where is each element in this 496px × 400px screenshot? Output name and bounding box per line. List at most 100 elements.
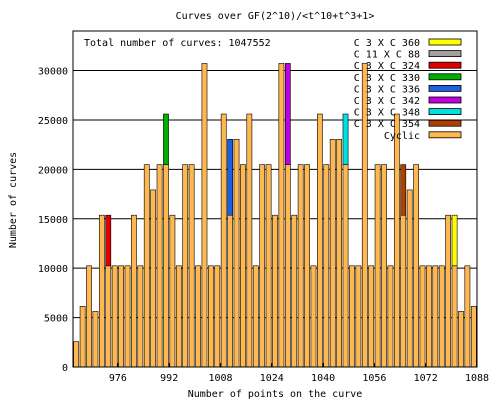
bar-997-cyclic — [182, 164, 189, 368]
bar-1019-cyclic — [252, 265, 259, 368]
bar-1059-cyclic — [381, 164, 387, 368]
bar-1075-cyclic — [432, 265, 439, 368]
bar-1061-cyclic — [387, 265, 394, 368]
bar-1037-cyclic — [310, 265, 317, 368]
legend-label: C 3 X C 354 — [354, 119, 420, 130]
bar-983-cyclic — [137, 265, 144, 368]
bar-1045-cyclic — [336, 139, 342, 368]
x-tick-label: 1008 — [208, 373, 232, 384]
bar-1051-cyclic — [355, 265, 362, 368]
bar-1005-cyclic — [208, 265, 214, 368]
bar-1021-cyclic — [259, 164, 266, 368]
y-tick-label: 20000 — [38, 165, 68, 176]
x-tick-label: 992 — [160, 373, 178, 384]
y-tick-label: 5000 — [44, 314, 68, 325]
bar-977-cyclic — [118, 265, 124, 368]
bar-1031-cyclic — [291, 214, 298, 368]
legend-swatch — [428, 73, 462, 81]
bar-1003-cyclic — [201, 63, 208, 368]
bar-1065-cyclic — [400, 214, 407, 368]
y-tick-label: 25000 — [38, 116, 68, 127]
bar-1081-cyclic — [451, 265, 458, 368]
bar-1001-cyclic — [195, 265, 201, 368]
bar-979-cyclic — [124, 265, 131, 368]
y-axis-label: Number of curves — [8, 152, 19, 248]
y-tick-label: 10000 — [38, 264, 68, 275]
plot-frame — [72, 30, 478, 368]
bar-1057-cyclic — [374, 164, 381, 368]
bar-1029-cyclic — [284, 164, 291, 368]
x-axis-label: Number of points on the curve — [188, 389, 363, 400]
x-tick-label: 1024 — [260, 373, 284, 384]
x-tick-label: 976 — [109, 373, 127, 384]
bar-971-cyclic — [98, 214, 105, 368]
x-tick-label: 1072 — [414, 373, 438, 384]
legend-swatch — [428, 50, 462, 57]
legend-swatch — [428, 108, 462, 115]
bar-1071-cyclic — [419, 265, 426, 368]
bar-1049-cyclic — [349, 265, 355, 368]
bar-1067-cyclic — [406, 189, 413, 368]
bar-1047-cyclic — [342, 164, 349, 368]
legend-swatch — [428, 38, 462, 46]
bar-1029-c-3-x-c-342 — [284, 63, 291, 165]
bar-963-cyclic — [73, 341, 80, 368]
bar-1073-cyclic — [426, 265, 432, 368]
total-curves-annotation: Total number of curves: 1047552 — [84, 38, 271, 49]
x-tick-label: 1088 — [465, 373, 489, 384]
bar-1087-cyclic — [470, 306, 477, 368]
bar-995-cyclic — [175, 265, 182, 368]
bar-1027-cyclic — [278, 63, 285, 368]
bar-969-cyclic — [92, 311, 99, 368]
y-tick-label: 15000 — [38, 215, 68, 226]
chart-title: Curves over GF(2^10)/<t^10+t^3+1> — [176, 11, 375, 22]
bar-1083-cyclic — [458, 311, 464, 368]
bar-1069-cyclic — [413, 164, 419, 368]
bar-999-cyclic — [188, 164, 195, 368]
bar-973-cyclic — [105, 265, 112, 368]
bar-973-c-3-x-c-324 — [105, 214, 112, 267]
legend-swatch — [428, 61, 462, 69]
bar-1047-c-3-x-c-348 — [342, 113, 349, 165]
legend-label: C 3 X C 348 — [354, 108, 420, 119]
bar-1011-cyclic — [227, 214, 233, 368]
bar-1023-cyclic — [265, 164, 272, 368]
bar-967-cyclic — [86, 265, 92, 368]
bar-1085-cyclic — [464, 265, 471, 368]
y-tick-label: 30000 — [38, 67, 68, 78]
bar-1043-cyclic — [329, 139, 336, 368]
bar-1025-cyclic — [272, 214, 278, 368]
bar-1035-cyclic — [304, 164, 310, 368]
bar-1079-cyclic — [445, 214, 452, 368]
bar-993-cyclic — [169, 214, 176, 368]
legend-swatch — [428, 119, 462, 127]
bar-1081-c-3-x-c-360 — [451, 214, 458, 267]
legend-label: C 11 X C 88 — [354, 50, 420, 61]
bar-1063-cyclic — [393, 113, 400, 368]
bar-989-cyclic — [156, 164, 163, 368]
x-tick-label: 1040 — [311, 373, 335, 384]
legend-swatch — [428, 85, 462, 92]
bar-1015-cyclic — [240, 164, 246, 368]
bar-1017-cyclic — [246, 113, 253, 368]
bar-1041-cyclic — [323, 164, 330, 368]
bar-1039-cyclic — [317, 113, 323, 368]
legend-swatch — [428, 131, 462, 139]
legend-label: C 3 X C 324 — [354, 61, 420, 72]
legend-label: C 3 X C 330 — [354, 73, 420, 84]
y-tick-label: 0 — [62, 363, 68, 374]
legend-swatch — [428, 96, 462, 104]
bars — [73, 63, 477, 368]
axis-ticks: 0 5000 10000 15000 20000 25000 30000 976 992 1008… — [38, 67, 489, 384]
bar-975-cyclic — [111, 265, 118, 368]
bar-1007-cyclic — [214, 265, 221, 368]
bar-1065-c-3-x-c-354 — [400, 164, 407, 216]
legend-label: C 3 X C 360 — [354, 38, 420, 49]
bar-991-cyclic — [163, 164, 169, 368]
bar-991-c-3-x-c-330 — [163, 113, 169, 165]
legend-label: C 3 X C 342 — [354, 96, 420, 107]
bar-965-cyclic — [79, 306, 86, 368]
bar-1077-cyclic — [438, 265, 445, 368]
